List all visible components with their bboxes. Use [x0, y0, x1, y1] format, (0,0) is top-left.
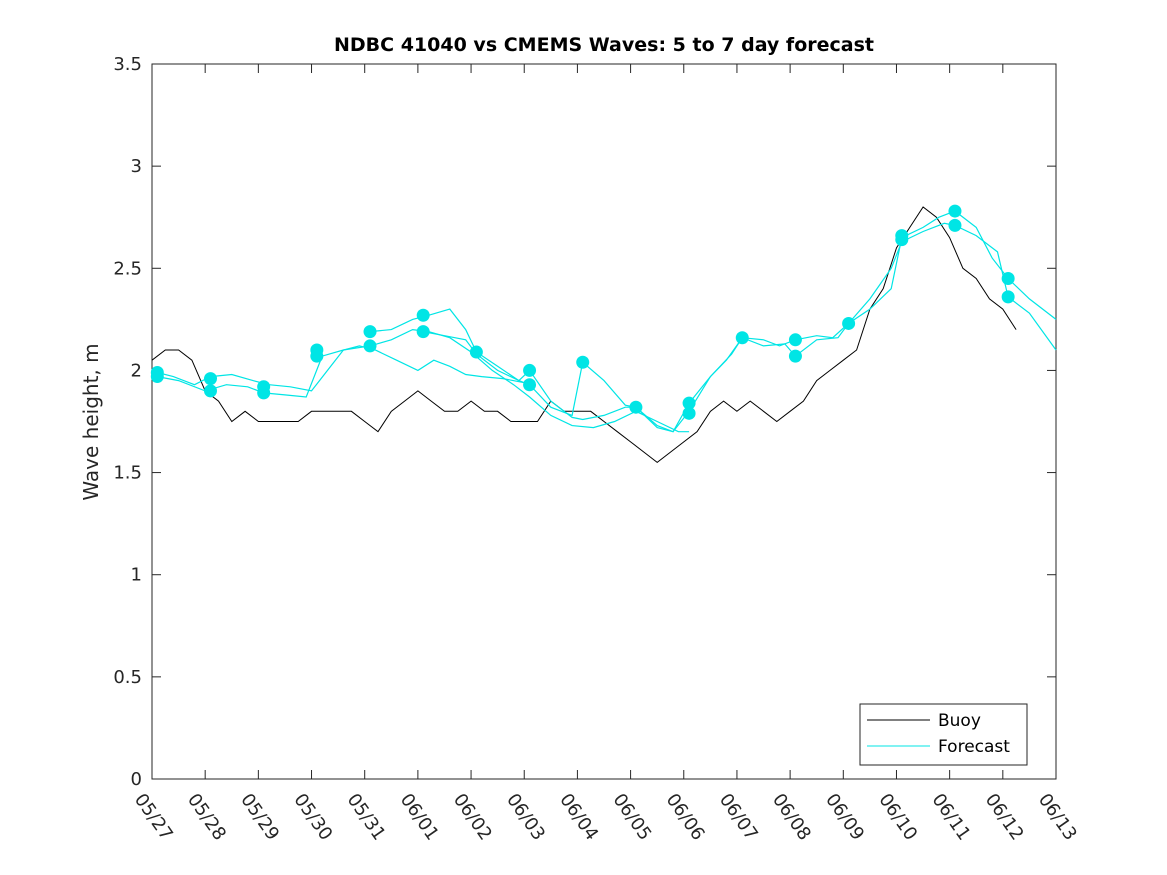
y-axis: 0 0.5 1 1.5 2 2.5 3 3.5: [113, 54, 1056, 790]
forecast-marker: [842, 316, 856, 330]
y-tick-label: 1: [131, 565, 142, 586]
x-tick-label: 06/06: [662, 790, 709, 845]
plot-area: 0 0.5 1 1.5 2 2.5 3 3.5 05/27 05/28 05/29 05/30 05/…: [113, 54, 1081, 844]
forecast-marker: [788, 333, 802, 347]
legend-forecast-label: Forecast: [938, 737, 1010, 757]
y-tick-label: 2: [131, 360, 142, 381]
forecast-marker: [310, 349, 324, 363]
forecast-marker: [363, 339, 377, 353]
forecast-marker: [257, 386, 271, 400]
y-tick-label: 0.5: [113, 667, 142, 688]
x-tick-label: 06/03: [502, 790, 549, 845]
x-tick-label: 06/04: [555, 790, 602, 845]
x-tick-label: 05/29: [236, 790, 283, 845]
forecast-marker: [469, 345, 483, 359]
legend-box: [859, 703, 1028, 766]
y-tick-label: 2.5: [113, 258, 142, 279]
x-tick-label: 05/31: [343, 790, 390, 845]
x-tick-label: 05/27: [130, 790, 177, 845]
x-tick-label: 06/13: [1034, 790, 1081, 845]
y-tick-label: 3: [131, 156, 142, 177]
forecast-marker: [948, 218, 962, 232]
forecast-marker: [203, 372, 217, 386]
x-tick-label: 06/02: [449, 790, 496, 845]
x-tick-label: 06/09: [821, 790, 868, 845]
x-tick-label: 06/01: [396, 790, 443, 845]
x-tick-label: 06/11: [928, 790, 975, 845]
forecast-marker: [629, 400, 643, 414]
x-tick-label: 06/05: [608, 790, 655, 845]
legend-buoy-label: Buoy: [938, 711, 981, 731]
x-tick-label: 05/28: [183, 790, 230, 845]
x-tick-label: 06/08: [768, 790, 815, 845]
forecast-marker: [416, 308, 430, 322]
forecast-marker: [523, 363, 537, 377]
forecast-marker: [735, 331, 749, 345]
forecast-marker: [203, 384, 217, 398]
forecast-marker: [682, 396, 696, 410]
forecast-marker: [576, 355, 590, 369]
y-tick-label: 0: [131, 769, 142, 790]
forecast-marker: [682, 406, 696, 420]
x-tick-label: 06/07: [715, 790, 762, 845]
forecast-markers: [150, 204, 1015, 420]
chart-title: NDBC 41040 vs CMEMS Waves: 5 to 7 day fo…: [334, 34, 874, 56]
forecast-marker: [895, 233, 909, 247]
forecast-marker: [416, 325, 430, 339]
forecast-marker: [948, 204, 962, 218]
forecast-marker: [1001, 272, 1015, 285]
y-tick-label: 3.5: [113, 54, 142, 75]
x-tick-label: 06/10: [874, 790, 921, 845]
y-tick-label: 1.5: [113, 463, 142, 484]
forecast-marker: [788, 349, 802, 363]
forecast-marker: [1001, 290, 1015, 304]
forecast-marker: [150, 370, 164, 384]
forecast-marker: [523, 378, 537, 392]
forecast-marker: [363, 325, 377, 339]
x-tick-label: 06/12: [981, 790, 1028, 845]
x-tick-label: 05/30: [289, 790, 336, 845]
buoy-series-line: [151, 206, 1017, 464]
legend: Buoy Forecast: [859, 703, 1028, 766]
y-axis-label: Wave height, m: [79, 343, 103, 500]
